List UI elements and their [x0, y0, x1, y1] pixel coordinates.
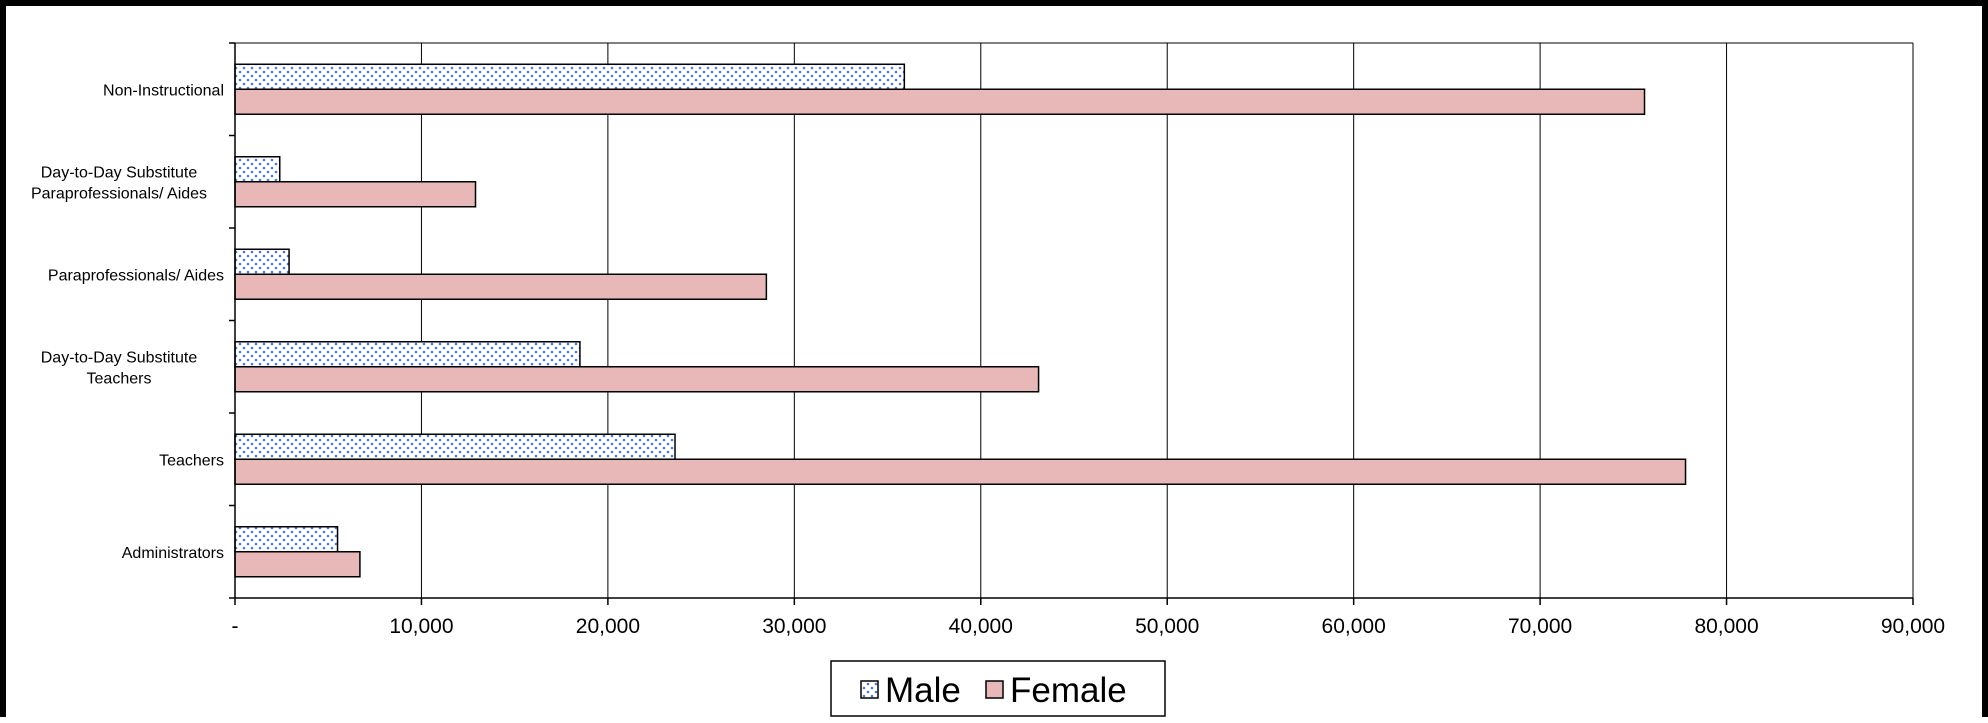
bar-female: [234, 458, 1687, 485]
bars: [234, 63, 1687, 578]
category-label: Administrators: [122, 545, 224, 562]
x-tick-label: 70,000: [1508, 615, 1572, 638]
bar-male: [234, 433, 676, 460]
bar-male: [234, 63, 906, 90]
legend-swatch-female: [985, 680, 1004, 699]
bar-male: [234, 156, 281, 183]
bar-female: [234, 273, 768, 300]
bar-female: [234, 551, 361, 578]
x-tick-label: 30,000: [762, 615, 826, 638]
gridlines: [235, 42, 1914, 598]
bar-chart: - 10,000 20,000 30,000 40,000 50,000 60,000 70,…: [31, 42, 1946, 717]
legend: Male Female: [830, 660, 1166, 717]
bar-male: [234, 248, 290, 275]
axes: [229, 42, 1914, 605]
legend-swatch-male: [860, 680, 879, 699]
category-label: Day-to-Day Substitute Paraprofessionals/ …: [31, 164, 207, 202]
bar-female: [234, 366, 1040, 393]
x-tick-label: 90,000: [1881, 615, 1945, 638]
x-tick-label: 20,000: [576, 615, 640, 638]
category-label: Non-Instructional: [103, 82, 224, 99]
x-tick-label: 60,000: [1322, 615, 1386, 638]
x-tick-label: 50,000: [1135, 615, 1199, 638]
bar-female: [234, 88, 1646, 115]
bar-female: [234, 181, 477, 208]
x-tick-label: -: [232, 615, 239, 638]
category-labels: Administrators Teachers Day-to-Day Substit…: [31, 82, 224, 562]
x-tick-labels: - 10,000 20,000 30,000 40,000 50,000 60,000 70,…: [232, 615, 1946, 638]
bar-male: [234, 341, 581, 368]
category-label: Day-to-Day Substitute Teachers: [41, 349, 198, 387]
category-label: Paraprofessionals/ Aides: [48, 267, 224, 284]
bar-male: [234, 526, 339, 553]
legend-label-male: Male: [885, 671, 961, 710]
x-tick-label: 80,000: [1694, 615, 1758, 638]
x-tick-label: 40,000: [949, 615, 1013, 638]
x-tick-label: 10,000: [389, 615, 453, 638]
legend-label-female: Female: [1010, 671, 1127, 710]
category-label: Teachers: [159, 452, 224, 469]
